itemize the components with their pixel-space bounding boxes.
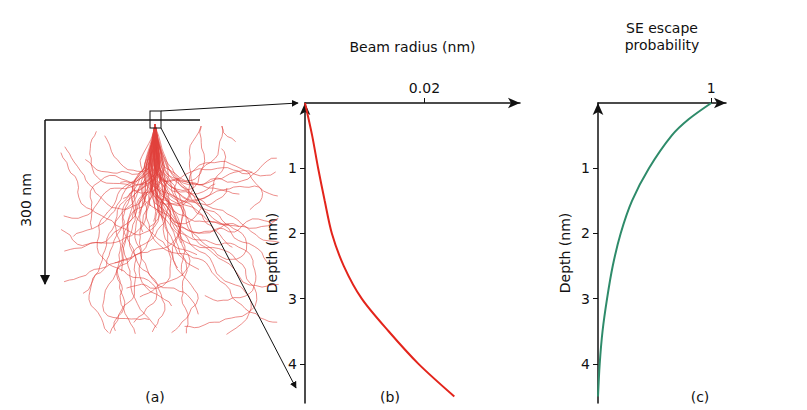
svg-text:3: 3	[288, 291, 297, 307]
svg-text:4: 4	[288, 356, 297, 372]
svg-text:2: 2	[288, 225, 297, 241]
svg-text:(a): (a)	[145, 389, 165, 405]
svg-text:Beam radius (nm): Beam radius (nm)	[349, 39, 475, 55]
svg-text:SE escape: SE escape	[626, 20, 698, 36]
svg-text:2: 2	[581, 225, 590, 241]
svg-text:Depth (nm): Depth (nm)	[264, 213, 280, 294]
svg-text:Depth (nm): Depth (nm)	[557, 213, 573, 294]
svg-text:probability: probability	[625, 37, 700, 53]
svg-text:0.02: 0.02	[409, 80, 440, 96]
svg-text:3: 3	[581, 291, 590, 307]
svg-text:1: 1	[707, 80, 716, 96]
svg-text:300 nm: 300 nm	[18, 173, 34, 227]
svg-text:1: 1	[288, 160, 297, 176]
svg-text:(c): (c)	[691, 389, 710, 405]
svg-text:4: 4	[581, 356, 590, 372]
svg-text:1: 1	[581, 160, 590, 176]
svg-text:(b): (b)	[380, 389, 400, 405]
